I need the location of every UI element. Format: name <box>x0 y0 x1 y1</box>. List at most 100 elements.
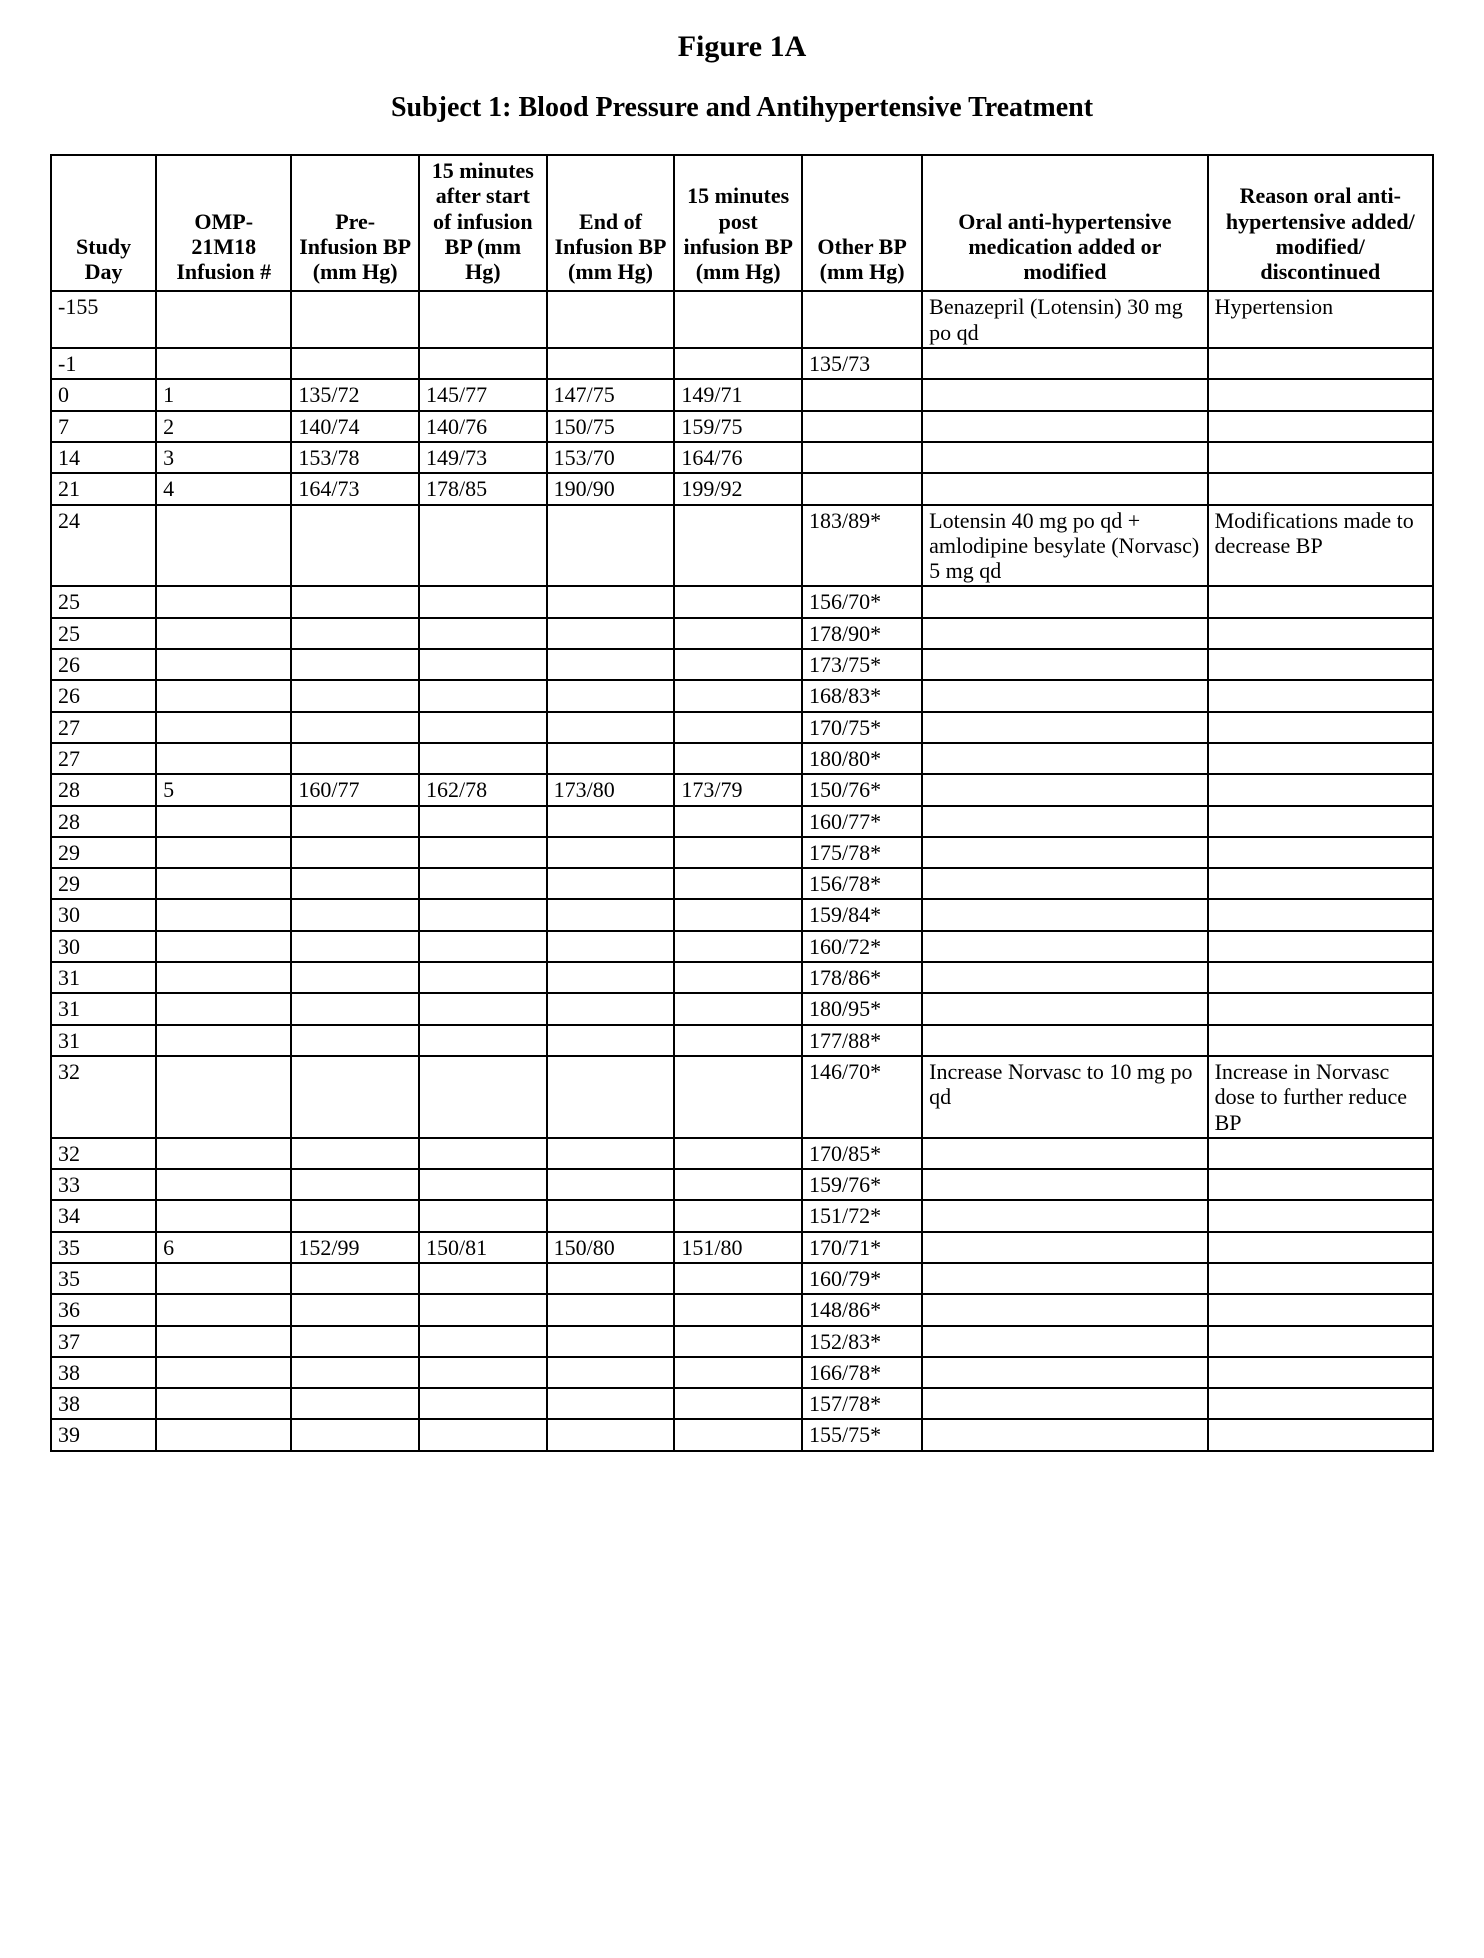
cell: 29 <box>51 868 156 899</box>
cell <box>156 931 291 962</box>
cell: 151/72* <box>802 1200 922 1231</box>
cell <box>674 712 802 743</box>
cell: 35 <box>51 1232 156 1263</box>
cell: Lotensin 40 mg po qd + amlodipine besyla… <box>922 505 1207 587</box>
cell <box>547 1056 675 1138</box>
col-header-1: OMP-21M18 Infusion # <box>156 155 291 291</box>
cell <box>1208 993 1433 1024</box>
cell: 152/99 <box>291 1232 419 1263</box>
table-row: 143153/78149/73153/70164/76 <box>51 442 1433 473</box>
cell <box>156 1419 291 1450</box>
cell <box>674 1357 802 1388</box>
cell: 28 <box>51 806 156 837</box>
cell: 25 <box>51 618 156 649</box>
cell: 145/77 <box>419 379 547 410</box>
cell: 156/70* <box>802 586 922 617</box>
cell <box>419 806 547 837</box>
cell <box>674 1200 802 1231</box>
table-row: 37152/83* <box>51 1326 1433 1357</box>
col-header-5: 15 minutes post infusion BP (mm Hg) <box>674 155 802 291</box>
cell <box>291 1294 419 1325</box>
cell: 190/90 <box>547 473 675 504</box>
cell <box>547 806 675 837</box>
cell: 26 <box>51 680 156 711</box>
cell <box>419 962 547 993</box>
cell: 33 <box>51 1169 156 1200</box>
cell: 26 <box>51 649 156 680</box>
cell <box>156 1388 291 1419</box>
cell <box>419 743 547 774</box>
cell: 153/78 <box>291 442 419 473</box>
cell: 180/95* <box>802 993 922 1024</box>
cell: -1 <box>51 348 156 379</box>
cell <box>156 1169 291 1200</box>
cell <box>291 586 419 617</box>
cell <box>1208 1025 1433 1056</box>
table-row: 38157/78* <box>51 1388 1433 1419</box>
cell <box>419 618 547 649</box>
cell <box>1208 348 1433 379</box>
cell <box>547 1263 675 1294</box>
cell <box>922 993 1207 1024</box>
cell <box>156 1263 291 1294</box>
cell <box>922 1025 1207 1056</box>
cell <box>547 680 675 711</box>
table-row: 29175/78* <box>51 837 1433 868</box>
cell <box>674 680 802 711</box>
cell <box>547 1025 675 1056</box>
cell <box>1208 649 1433 680</box>
cell <box>547 348 675 379</box>
cell: 175/78* <box>802 837 922 868</box>
cell <box>547 931 675 962</box>
cell <box>1208 473 1433 504</box>
cell: 35 <box>51 1263 156 1294</box>
cell <box>547 1388 675 1419</box>
cell <box>156 899 291 930</box>
cell <box>419 1294 547 1325</box>
table-row: 29156/78* <box>51 868 1433 899</box>
cell <box>547 1200 675 1231</box>
cell <box>156 712 291 743</box>
cell <box>922 868 1207 899</box>
cell <box>802 473 922 504</box>
table-row: 32146/70*Increase Norvasc to 10 mg po qd… <box>51 1056 1433 1138</box>
cell <box>291 931 419 962</box>
cell <box>1208 1138 1433 1169</box>
cell <box>1208 774 1433 805</box>
bp-table: Study DayOMP-21M18 Infusion #Pre-Infusio… <box>50 154 1434 1452</box>
cell: 159/75 <box>674 411 802 442</box>
cell: 166/78* <box>802 1357 922 1388</box>
cell: 159/76* <box>802 1169 922 1200</box>
table-row: 25178/90* <box>51 618 1433 649</box>
cell: 3 <box>156 442 291 473</box>
cell <box>291 1025 419 1056</box>
cell <box>156 586 291 617</box>
cell <box>547 743 675 774</box>
cell: 180/80* <box>802 743 922 774</box>
cell: 140/74 <box>291 411 419 442</box>
cell <box>922 712 1207 743</box>
cell: 31 <box>51 1025 156 1056</box>
cell <box>291 712 419 743</box>
cell: 146/70* <box>802 1056 922 1138</box>
cell: Increase in Norvasc dose to further redu… <box>1208 1056 1433 1138</box>
cell <box>922 1263 1207 1294</box>
cell <box>291 899 419 930</box>
table-row: 27170/75* <box>51 712 1433 743</box>
cell <box>547 586 675 617</box>
cell <box>156 743 291 774</box>
cell <box>547 899 675 930</box>
cell <box>156 1025 291 1056</box>
table-row: 26168/83* <box>51 680 1433 711</box>
cell <box>291 505 419 587</box>
table-row: 31177/88* <box>51 1025 1433 1056</box>
cell <box>547 505 675 587</box>
cell <box>547 618 675 649</box>
cell: 150/81 <box>419 1232 547 1263</box>
cell: 135/72 <box>291 379 419 410</box>
cell: 151/80 <box>674 1232 802 1263</box>
col-header-2: Pre-Infusion BP (mm Hg) <box>291 155 419 291</box>
table-row: 25156/70* <box>51 586 1433 617</box>
cell <box>922 837 1207 868</box>
cell: 162/78 <box>419 774 547 805</box>
